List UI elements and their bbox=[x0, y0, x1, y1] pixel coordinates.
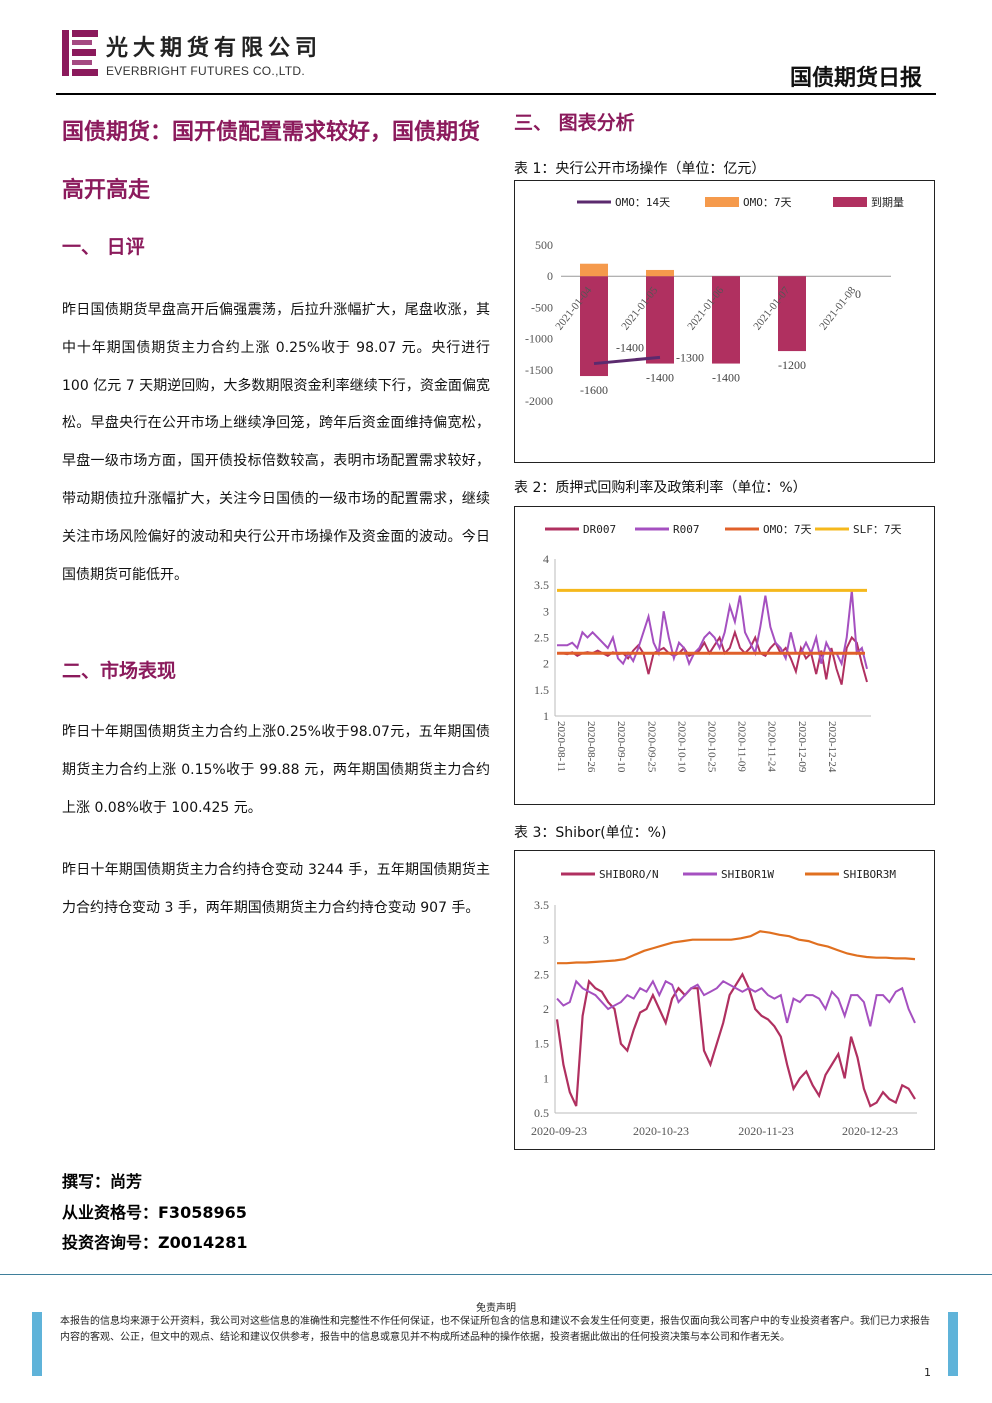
company-logo-mark bbox=[62, 30, 98, 76]
chart3-ytick: 2.5 bbox=[534, 967, 549, 981]
chart1-bar-maturity bbox=[712, 276, 740, 364]
chart3-xtick: 2020-10-23 bbox=[633, 1124, 689, 1138]
chart2-ytick: 1.5 bbox=[534, 683, 549, 697]
chart1-ytick: 0 bbox=[547, 269, 553, 283]
chart2-xtick: 2020-12-09 bbox=[796, 721, 808, 773]
report-type: 国债期货日报 bbox=[789, 66, 922, 91]
chart2-caption: 表 2：质押式回购利率及政策利率（单位：%） bbox=[514, 480, 807, 496]
chart1-bar-maturity bbox=[778, 276, 806, 352]
author-writer: 撰写：尚芳 bbox=[62, 1172, 143, 1191]
chart1-bar-maturity bbox=[646, 276, 674, 364]
chart2-xtick: 2020-12-24 bbox=[826, 721, 838, 773]
chart3-frame: SHIBORO/N SHIBOR1W SHIBOR3M 3.5 3 2.5 2 1.5 1 0.5… bbox=[514, 850, 935, 1150]
chart3-ytick: 2 bbox=[543, 1002, 549, 1016]
market-paragraph-1: 昨日十年期国债期货主力合约上涨0.25%收于98.07元，五年期国债期货主力合约… bbox=[62, 724, 490, 816]
page-number: 1 bbox=[924, 1366, 931, 1379]
legend-swatch bbox=[833, 197, 867, 207]
legend-label: SHIBOR3M bbox=[843, 868, 896, 881]
company-name-cn: 光大期货有限公司 bbox=[106, 36, 323, 61]
chart3-shibor: SHIBORO/N SHIBOR1W SHIBOR3M 3.5 3 2.5 2 1.5 1 0.5… bbox=[531, 868, 917, 1138]
author-qualification: 从业资格号：F3058965 bbox=[62, 1203, 247, 1222]
header-divider bbox=[56, 93, 936, 95]
chart3-ytick: 0.5 bbox=[534, 1106, 549, 1120]
legend-label: DR007 bbox=[583, 523, 616, 536]
document-title: 国债期货：国开债配置需求较好，国债期货高开高走 bbox=[62, 120, 481, 203]
chart1-data-label: 0 bbox=[855, 287, 861, 301]
chart2-series-line bbox=[557, 590, 868, 670]
footer-divider bbox=[0, 1274, 992, 1275]
chart3-xtick: 2020-09-23 bbox=[531, 1124, 587, 1138]
company-name-en: EVERBRIGHT FUTURES CO.,LTD. bbox=[106, 64, 306, 78]
chart1-data-label: -1400 bbox=[712, 371, 740, 385]
chart2-ytick: 1 bbox=[543, 709, 549, 723]
chart3-series-line bbox=[557, 930, 916, 965]
chart1-line-omo14 bbox=[593, 355, 661, 366]
chart1-ytick: -500 bbox=[531, 300, 553, 314]
chart2-series-line bbox=[557, 629, 868, 685]
chart1-data-label: -1400 bbox=[646, 371, 674, 385]
chart2-xtick: 2020-11-24 bbox=[766, 721, 778, 772]
chart2-xtick: 2020-09-10 bbox=[615, 721, 627, 773]
chart2-ytick: 4 bbox=[543, 552, 549, 566]
market-paragraph-2: 昨日十年期国债期货主力合约持仓变动 3244 手，五年期国债期货主力合约持仓变动… bbox=[62, 862, 490, 916]
author-consulting: 投资咨询号：Z0014281 bbox=[62, 1233, 248, 1252]
chart3-ytick: 1 bbox=[543, 1071, 549, 1085]
legend-label: R007 bbox=[673, 523, 700, 536]
chart2-repo-rates: DR007 R007 OMO：7天 SLF：7天 4 3.5 3 2.5 2 1.5 1 2020-0… bbox=[534, 523, 902, 773]
chart1-xtick: 2021-01-08 bbox=[817, 284, 858, 332]
chart3-series-line bbox=[556, 979, 916, 1027]
chart1-caption: 表 1：央行公开市场操作（单位：亿元） bbox=[514, 161, 766, 177]
chart1-frame: OMO：14天 OMO：7天 到期量 500 0 -500 -1000 -1500 -2000 -… bbox=[514, 180, 935, 463]
section-heading-market: 二、市场表现 bbox=[62, 660, 177, 682]
chart1-ytick: 500 bbox=[535, 238, 553, 252]
chart1-bar-maturity bbox=[580, 276, 608, 377]
legend-label: OMO：7天 bbox=[743, 196, 792, 209]
chart2-xtick: 2020-08-11 bbox=[555, 721, 567, 772]
chart1-ytick: -1500 bbox=[525, 363, 553, 377]
chart1-data-label: -1400 bbox=[616, 341, 644, 355]
chart3-series-line bbox=[555, 971, 916, 1108]
review-paragraph: 昨日国债期货早盘高开后偏强震荡，后拉升涨幅扩大，尾盘收涨，其中十年期国债期货主力… bbox=[62, 302, 490, 583]
chart2-xtick: 2020-08-26 bbox=[585, 721, 597, 773]
chart2-xtick: 2020-09-25 bbox=[645, 721, 657, 773]
section-heading-charts: 三、 图表分析 bbox=[514, 112, 635, 134]
section-heading-review: 一、 日评 bbox=[62, 236, 145, 258]
legend-label: SHIBOR1W bbox=[721, 868, 774, 881]
chart2-ytick: 2.5 bbox=[534, 631, 549, 645]
legend-label: 到期量 bbox=[871, 196, 904, 209]
legend-label: SLF：7天 bbox=[853, 523, 902, 536]
chart2-ytick: 3.5 bbox=[534, 578, 549, 592]
chart3-xtick: 2020-12-23 bbox=[842, 1124, 898, 1138]
chart2-frame: DR007 R007 OMO：7天 SLF：7天 4 3.5 3 2.5 2 1.5 1 2020-0… bbox=[514, 506, 935, 805]
legend-label: OMO：14天 bbox=[615, 196, 670, 209]
chart1-bar-omo7 bbox=[580, 263, 608, 277]
chart1-ytick: -2000 bbox=[525, 394, 553, 408]
chart2-xtick: 2020-10-10 bbox=[675, 721, 687, 773]
chart1-ytick: -1000 bbox=[525, 332, 553, 346]
chart1-bar-omo7 bbox=[646, 269, 674, 277]
chart2-xtick: 2020-10-25 bbox=[705, 721, 717, 773]
chart2-ytick: 2 bbox=[543, 657, 549, 671]
chart3-xtick: 2020-11-23 bbox=[738, 1124, 794, 1138]
chart3-ytick: 3 bbox=[543, 933, 549, 947]
legend-swatch bbox=[705, 197, 739, 207]
chart3-caption: 表 3：Shibor(单位：%) bbox=[514, 825, 667, 841]
chart3-ytick: 1.5 bbox=[534, 1037, 549, 1051]
disclaimer-title: 免责声明 bbox=[476, 1303, 516, 1314]
legend-label: SHIBORO/N bbox=[599, 868, 659, 881]
chart2-xtick: 2020-11-09 bbox=[736, 721, 748, 772]
footer-accent-left bbox=[32, 1312, 42, 1376]
legend-label: OMO：7天 bbox=[763, 523, 812, 536]
chart2-ytick: 3 bbox=[543, 604, 549, 618]
chart3-ytick: 3.5 bbox=[534, 898, 549, 912]
disclaimer-text: 本报告的信息均来源于公开资料，我公司对这些信息的准确性和完整性不作任何保证，也不… bbox=[60, 1316, 930, 1343]
chart1-data-label: -1200 bbox=[778, 358, 806, 372]
chart1-data-label: -1300 bbox=[676, 350, 704, 364]
chart1-omo-operations: OMO：14天 OMO：7天 到期量 500 0 -500 -1000 -1500 -2000 -… bbox=[525, 196, 904, 408]
chart1-data-label: -1600 bbox=[580, 383, 608, 397]
footer-accent-right bbox=[948, 1312, 958, 1376]
